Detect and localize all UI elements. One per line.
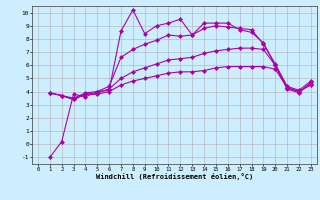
X-axis label: Windchill (Refroidissement éolien,°C): Windchill (Refroidissement éolien,°C)	[96, 173, 253, 180]
